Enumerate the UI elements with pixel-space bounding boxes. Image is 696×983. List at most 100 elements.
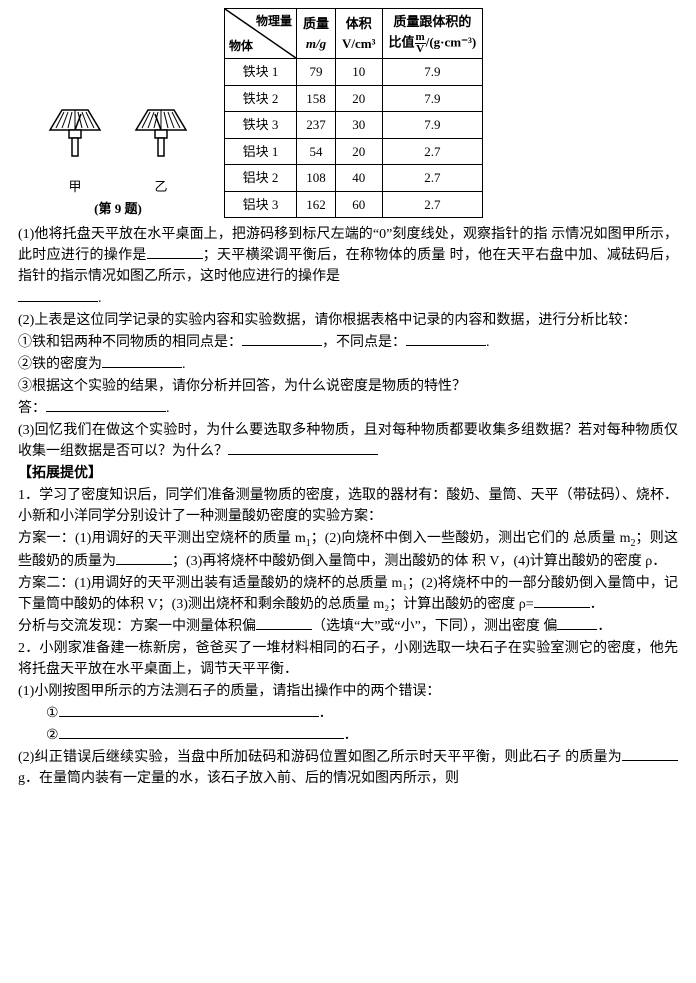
blank[interactable]	[59, 703, 319, 717]
blank[interactable]	[102, 354, 182, 368]
p2-intro: 2．小刚家准备建一栋新房，爸爸买了一堆材料相同的石子，小刚选取一块石子在实验室测…	[18, 638, 678, 680]
cell-name: 铝块 1	[225, 138, 297, 165]
blank[interactable]	[18, 288, 98, 302]
top-figure-and-table: 甲 乙 (第 9 题)	[18, 8, 678, 218]
p1-s1a: 方案一：(1)用调好的天平测出空烧杯的质量 m	[18, 531, 306, 546]
col-ratio-header: 质量跟体积的 比值mV/(g·cm⁻³)	[382, 9, 483, 59]
cell-m: 79	[297, 59, 336, 86]
table-row: 铝块 2108402.7	[225, 165, 483, 192]
blank[interactable]	[242, 332, 322, 346]
cell-v: 40	[336, 165, 383, 192]
q1-blank-line: .	[18, 288, 678, 309]
col-mass-h2: m/g	[306, 36, 326, 51]
col-vol-header: 体积 V/cm³	[336, 9, 383, 59]
blank[interactable]	[59, 725, 344, 739]
p1-scheme1: 方案一：(1)用调好的天平测出空烧杯的质量 m1；(2)向烧杯中倒入一些酸奶，测…	[18, 528, 678, 572]
cell-r: 7.9	[382, 112, 483, 139]
cell-r: 7.9	[382, 85, 483, 112]
table-header-row: 物理量 物体 质量 m/g 体积 V/cm³ 质量跟体积的 比值mV/(g·cm…	[225, 9, 483, 59]
q2-ans-period: .	[166, 401, 170, 416]
col-vol-h1: 体积	[346, 16, 372, 31]
cell-name: 铁块 3	[225, 112, 297, 139]
cell-name: 铁块 2	[225, 85, 297, 112]
col-ratio-h2b: /(g·cm⁻³)	[426, 34, 476, 49]
p2-q2: (2)纠正错误后继续实验，当盘中所加砝码和游码位置如图乙所示时天平平衡，则此石子…	[18, 747, 678, 789]
p1-ana-a: 分析与交流发现：方案一中测量体积偏	[18, 619, 256, 634]
cell-r: 2.7	[382, 165, 483, 192]
q1-text-c: ；天平横梁调平衡后，在称物体的质量	[203, 248, 446, 263]
p2-item1: ①．	[18, 703, 678, 724]
q1-text-a: (1)他将托盘天平放在水平桌面上，把游码移到标尺左端的“0”刻度线处，观察指针的…	[18, 227, 548, 242]
q1-period: .	[98, 291, 102, 306]
cell-m: 158	[297, 85, 336, 112]
col-mass-header: 质量 m/g	[297, 9, 336, 59]
q2-answer-line: 答：.	[18, 398, 678, 419]
blank[interactable]	[46, 398, 166, 412]
cell-r: 2.7	[382, 191, 483, 218]
p1-ana-c: 偏	[543, 619, 557, 634]
cell-v: 10	[336, 59, 383, 86]
q2-ans-label: 答：	[18, 401, 46, 416]
p1-s1f: 积 V，(4)计算出酸奶的密度 ρ．	[472, 554, 666, 569]
p2-q1: (1)小刚按图甲所示的方法测石子的质量，请指出操作中的两个错误：	[18, 681, 678, 702]
blank[interactable]	[622, 747, 678, 761]
balance-left-icon: 甲	[46, 104, 104, 197]
p1-intro: 1．学习了密度知识后，同学们准备测量物质的密度，选取的器材有：酸奶、量筒、天平（…	[18, 485, 678, 527]
blank[interactable]	[256, 616, 312, 630]
balance-pointer-figure: 甲 乙 (第 9 题)	[18, 104, 218, 218]
cell-v: 20	[336, 138, 383, 165]
col-vol-h2: V/cm³	[342, 36, 376, 51]
data-table: 物理量 物体 质量 m/g 体积 V/cm³ 质量跟体积的 比值mV/(g·cm…	[224, 8, 483, 218]
cell-m: 237	[297, 112, 336, 139]
cell-r: 2.7	[382, 138, 483, 165]
p1-s1b: ；(2)向烧杯中倒入一些酸奶，测出它们的	[311, 531, 570, 546]
q1-para: (1)他将托盘天平放在水平桌面上，把游码移到标尺左端的“0”刻度线处，观察指针的…	[18, 224, 678, 287]
diag-bottom-label: 物体	[229, 37, 253, 55]
p1-scheme2: 方案二：(1)用调好的天平测出装有适量酸奶的烧杯的总质量 m₁；(2)将烧杯中的…	[18, 573, 678, 615]
blank[interactable]	[147, 245, 203, 259]
blank[interactable]	[228, 441, 378, 455]
blank[interactable]	[406, 332, 486, 346]
figure-caption: (第 9 题)	[18, 199, 218, 219]
col-ratio-h2a: 比值	[389, 34, 415, 49]
table-row: 铝块 154202.7	[225, 138, 483, 165]
diag-top-label: 物理量	[256, 12, 292, 30]
balance-left-label: 甲	[46, 177, 104, 197]
balance-right-icon: 乙	[132, 104, 190, 197]
blank[interactable]	[557, 616, 597, 630]
q3-para: (3)回忆我们在做这个实验时，为什么要选取多种物质，且对每种物质都要收集多组数据…	[18, 420, 678, 462]
q2-b1: ②铁的密度为	[18, 357, 102, 372]
q2-intro: (2)上表是这位同学记录的实验内容和实验数据，请你根据表格中记录的内容和数据，进…	[18, 310, 678, 331]
ratio-frac-den: V	[415, 44, 426, 55]
cell-v: 60	[336, 191, 383, 218]
diag-header: 物理量 物体	[225, 9, 297, 59]
p2-q2c: g．在量筒内装有一定量的水，该石子放入前、后的情况如图丙所示，则	[18, 771, 459, 786]
cell-name: 铝块 2	[225, 165, 297, 192]
cell-name: 铁块 1	[225, 59, 297, 86]
p2-item1-label: ①	[46, 706, 59, 721]
cell-v: 20	[336, 85, 383, 112]
p2-q2b: 的质量为	[565, 750, 622, 765]
extend-heading: 【拓展提优】	[18, 463, 678, 484]
q2-a1: ①铁和铝两种不同物质的相同点是：	[18, 335, 242, 350]
cell-v: 30	[336, 112, 383, 139]
p1-analysis: 分析与交流发现：方案一中测量体积偏（选填“大”或“小”，下同），测出密度 偏．	[18, 616, 678, 637]
p1-s2-period: ．	[590, 597, 604, 612]
cell-m: 162	[297, 191, 336, 218]
table-row: 铁块 3237307.9	[225, 112, 483, 139]
cell-r: 7.9	[382, 59, 483, 86]
q2-line-b: ②铁的密度为.	[18, 354, 678, 375]
col-mass-h1: 质量	[303, 16, 329, 31]
blank[interactable]	[534, 594, 590, 608]
p2-item2-label: ②	[46, 728, 59, 743]
q2-a3: .	[486, 335, 490, 350]
p1-s1c: 总质量 m	[573, 531, 630, 546]
q2-a2: ，不同点是：	[322, 335, 406, 350]
cell-name: 铝块 3	[225, 191, 297, 218]
p1-ana-d: ．	[597, 619, 611, 634]
p1-s1e: ；(3)再将烧杯中酸奶倒入量筒中，测出酸奶的体	[172, 554, 468, 569]
col-ratio-h1: 质量跟体积的	[393, 14, 471, 29]
table-row: 铁块 179107.9	[225, 59, 483, 86]
table-row: 铝块 3162602.7	[225, 191, 483, 218]
blank[interactable]	[116, 551, 172, 565]
